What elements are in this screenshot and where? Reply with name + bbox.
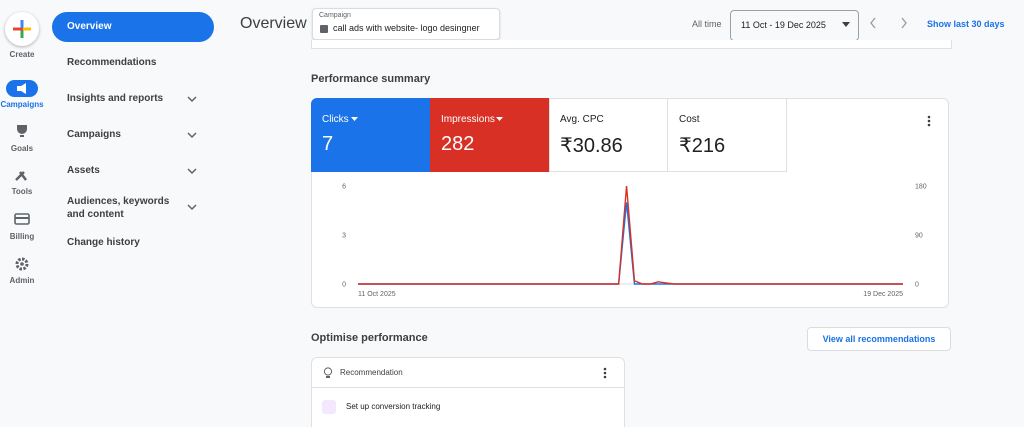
y-tick-label: 6 xyxy=(342,184,346,191)
series-line xyxy=(358,202,903,285)
search-icon xyxy=(320,25,328,33)
campaign-name: call ads with website- logo desingner xyxy=(333,23,480,33)
metric-tile[interactable]: Avg. CPC ₹30.86 xyxy=(549,98,668,172)
create-button[interactable] xyxy=(5,12,39,46)
campaign-selector[interactable]: Campaign call ads with website- logo des… xyxy=(312,8,500,40)
nav-item[interactable]: Audiences, keywords and content xyxy=(67,196,170,220)
rail-label[interactable]: Goals xyxy=(10,144,34,153)
view-all-button[interactable]: View all recommendations xyxy=(807,327,951,351)
metric-tile[interactable]: Impressions 282 xyxy=(430,98,550,172)
x-tick-label: 11 Oct 2025 xyxy=(358,291,396,298)
section-title: Performance summary xyxy=(311,73,431,85)
show-last-link[interactable]: Show last 30 days xyxy=(927,19,1005,29)
metric-tile[interactable]: Clicks 7 xyxy=(311,98,431,172)
nav-item[interactable]: Campaigns xyxy=(67,129,121,140)
metric-label: Cost xyxy=(679,114,700,125)
y2-tick-label: 180 xyxy=(915,184,927,191)
metric-value: ₹30.86 xyxy=(560,135,623,157)
range-label: All time xyxy=(692,19,722,29)
x-tick-label: 19 Dec 2025 xyxy=(863,291,903,298)
metric-value: ₹216 xyxy=(679,135,726,157)
rail-label[interactable]: Billing xyxy=(9,232,35,241)
page-title: Overview xyxy=(240,15,307,32)
chevron[interactable] xyxy=(186,129,198,141)
metric-tile[interactable]: Cost ₹216 xyxy=(668,98,787,172)
more-menu[interactable] xyxy=(602,366,608,380)
y2-tick-label: 90 xyxy=(915,233,923,240)
nav-item[interactable]: Assets xyxy=(67,165,100,176)
metric-value: 282 xyxy=(441,133,475,155)
bulb-icon xyxy=(323,367,333,378)
metric-label: Clicks xyxy=(322,114,349,125)
nav-item[interactable]: Change history xyxy=(67,237,140,248)
item-icon xyxy=(322,400,336,414)
rail-label[interactable]: Create xyxy=(9,50,35,59)
series-line xyxy=(358,185,903,285)
active-icon[interactable] xyxy=(6,80,38,97)
recommendation-item[interactable]: Set up conversion tracking xyxy=(346,402,441,411)
chevron[interactable] xyxy=(186,201,198,213)
goals-icon xyxy=(17,125,27,137)
card-remnant xyxy=(311,40,952,49)
tools-icon xyxy=(15,171,27,181)
chart: 0 3 6 0 90 180 11 Oct 2025 19 Dec 2025 xyxy=(342,184,927,299)
plus-icon xyxy=(13,20,31,38)
chevron[interactable] xyxy=(186,165,198,177)
more-menu[interactable] xyxy=(926,114,932,128)
metric-label: Impressions xyxy=(441,114,495,125)
nav-item[interactable]: Recommendations xyxy=(67,57,157,68)
date-range: 11 Oct - 19 Dec 2025 xyxy=(741,20,826,30)
campaign-label: Campaign xyxy=(319,12,351,19)
y-tick-label: 0 xyxy=(342,282,346,289)
prev-button[interactable] xyxy=(868,16,878,30)
nav-item[interactable]: Insights and reports xyxy=(67,93,164,104)
y-tick-label: 3 xyxy=(342,233,346,240)
button-label: View all recommendations xyxy=(822,334,936,344)
nav-active[interactable] xyxy=(52,12,214,42)
nav-item[interactable]: Overview xyxy=(67,21,112,32)
rail-label[interactable]: Admin xyxy=(9,276,35,285)
rail-label[interactable]: Campaigns xyxy=(0,100,44,109)
dropdown-arrow xyxy=(842,22,850,27)
recommendation-card: Recommendation Set up conversion trackin… xyxy=(311,357,625,427)
metric-value: 7 xyxy=(322,133,334,155)
chevron[interactable] xyxy=(186,93,198,105)
dropdown-arrow xyxy=(496,117,503,121)
rail-label[interactable]: Tools xyxy=(11,187,33,196)
billing-icon xyxy=(14,213,30,225)
card-title: Recommendation xyxy=(340,368,403,377)
section-title: Optimise performance xyxy=(311,332,428,344)
metric-label: Avg. CPC xyxy=(560,114,604,125)
admin-icon xyxy=(15,257,29,271)
dropdown-arrow xyxy=(351,117,358,121)
divider xyxy=(312,387,624,388)
next-button[interactable] xyxy=(899,16,909,30)
y2-tick-label: 0 xyxy=(915,282,919,289)
icon xyxy=(17,83,26,94)
